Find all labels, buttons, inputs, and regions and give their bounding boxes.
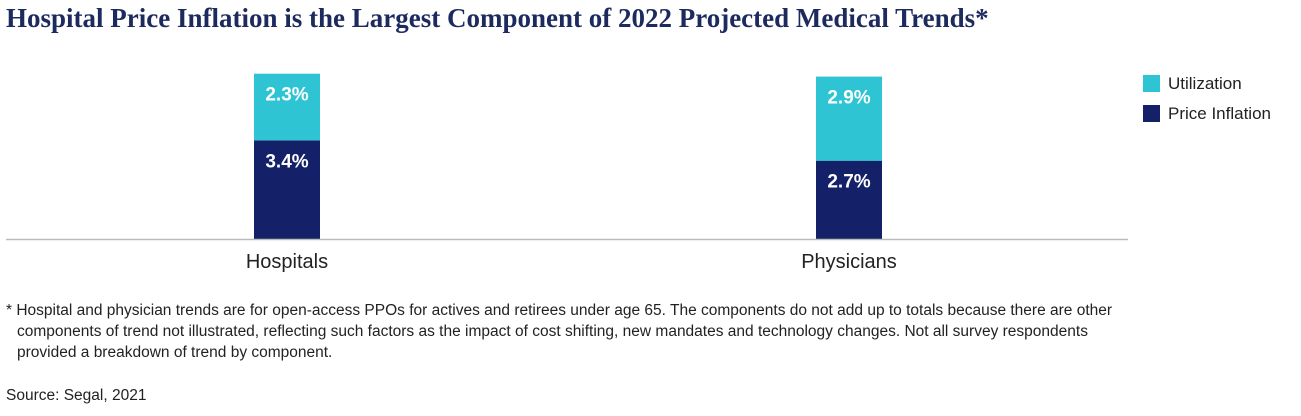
bar-physicians-utilization — [816, 76, 882, 161]
data-label-physicians-utilization: 2.9% — [827, 88, 870, 109]
data-label-hospitals-price-inflation: 3.4% — [265, 151, 308, 172]
bar-physicians-price-inflation — [816, 160, 882, 239]
legend-label-utilization: Utilization — [1168, 74, 1242, 93]
category-label-physicians: Physicians — [801, 251, 897, 273]
bar-hospitals-price-inflation — [254, 140, 320, 239]
data-label-hospitals-utilization: 2.3% — [265, 85, 308, 106]
legend-swatch-price-inflation — [1143, 105, 1160, 122]
data-label-physicians-price-inflation: 2.7% — [827, 172, 870, 193]
legend-swatch-utilization — [1143, 75, 1160, 92]
footnote: * Hospital and physician trends are for … — [6, 302, 1113, 361]
category-label-hospitals: Hospitals — [246, 251, 328, 273]
legend-label-price-inflation: Price Inflation — [1168, 104, 1271, 123]
chart-area: 3.4% 2.3% Hospitals 2.7% 2.9% Physicians Utili… — [6, 73, 1271, 273]
bar-hospitals-utilization — [254, 73, 320, 141]
chart-title: Hospital Price Inflation is the Largest … — [6, 3, 989, 33]
source-note: Source: Segal, 2021 — [6, 387, 147, 404]
